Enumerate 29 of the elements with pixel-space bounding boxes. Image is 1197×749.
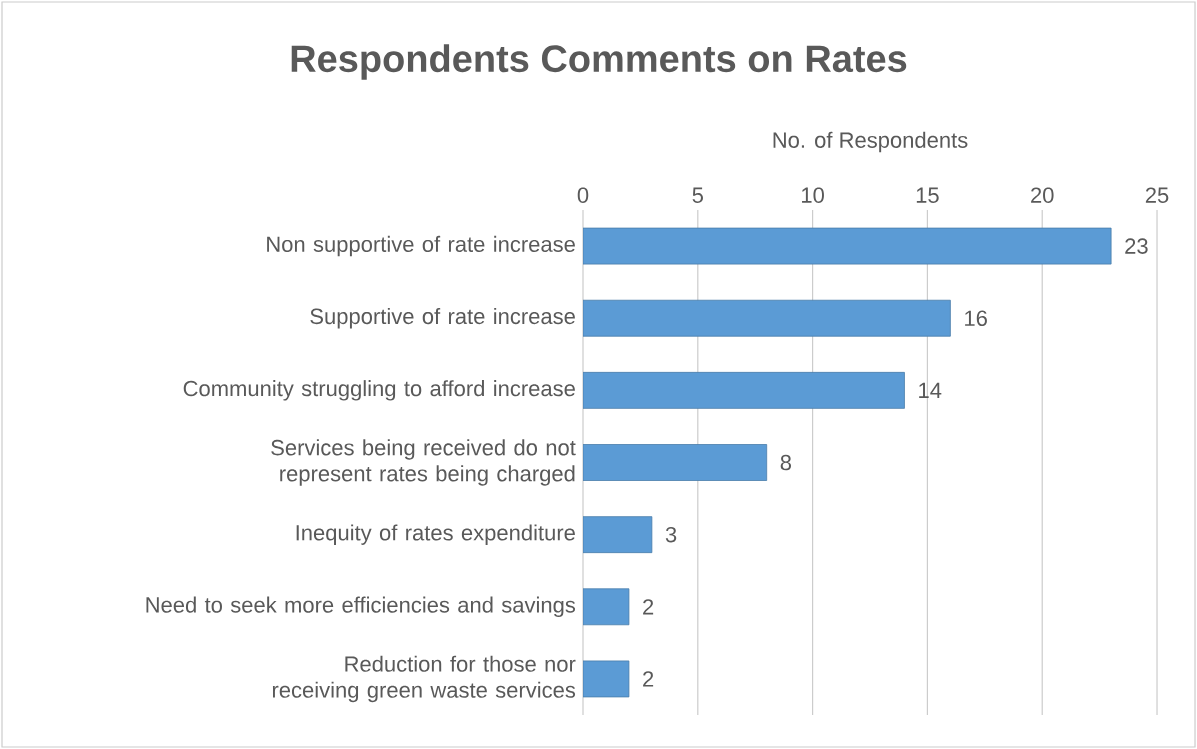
bar (583, 444, 768, 481)
bar (583, 227, 1112, 265)
x-tick-label: 0 (577, 187, 589, 203)
x-tick-label: 5 (692, 187, 703, 203)
y-tick-label: Community struggling to afford increase (183, 380, 575, 401)
bar (583, 588, 630, 626)
x-axis-title: No. of Respondents (773, 131, 968, 153)
x-tick-label: 10 (802, 187, 824, 203)
data-label: 14 (919, 382, 942, 398)
y-tick-label: Need to seek more efficiencies and savings (146, 596, 576, 618)
y-tick-label: Inequity of rates expenditure (296, 524, 575, 545)
bar (583, 660, 630, 698)
y-tick-label: Non supportive of rate increase (267, 235, 575, 257)
data-label: 16 (965, 310, 987, 327)
data-label: 2 (643, 599, 654, 615)
data-label: 8 (780, 454, 792, 471)
x-tick-label: 15 (916, 187, 939, 203)
data-label: 23 (1125, 238, 1148, 254)
y-tick-label: Reduction for those nor receiving green waste services (272, 655, 576, 703)
chart-title: Respondents Comments on Rates (291, 44, 907, 80)
bar (583, 516, 653, 554)
y-tick-label: Supportive of rate increase (310, 307, 575, 329)
x-tick-label: 20 (1031, 187, 1054, 203)
data-label: 2 (643, 671, 654, 687)
y-tick-label: Services being received do not represent rates being charged (271, 439, 576, 486)
bar (583, 299, 951, 337)
x-tick-label: 25 (1145, 187, 1169, 203)
data-label: 3 (665, 526, 677, 543)
bar (583, 371, 905, 409)
